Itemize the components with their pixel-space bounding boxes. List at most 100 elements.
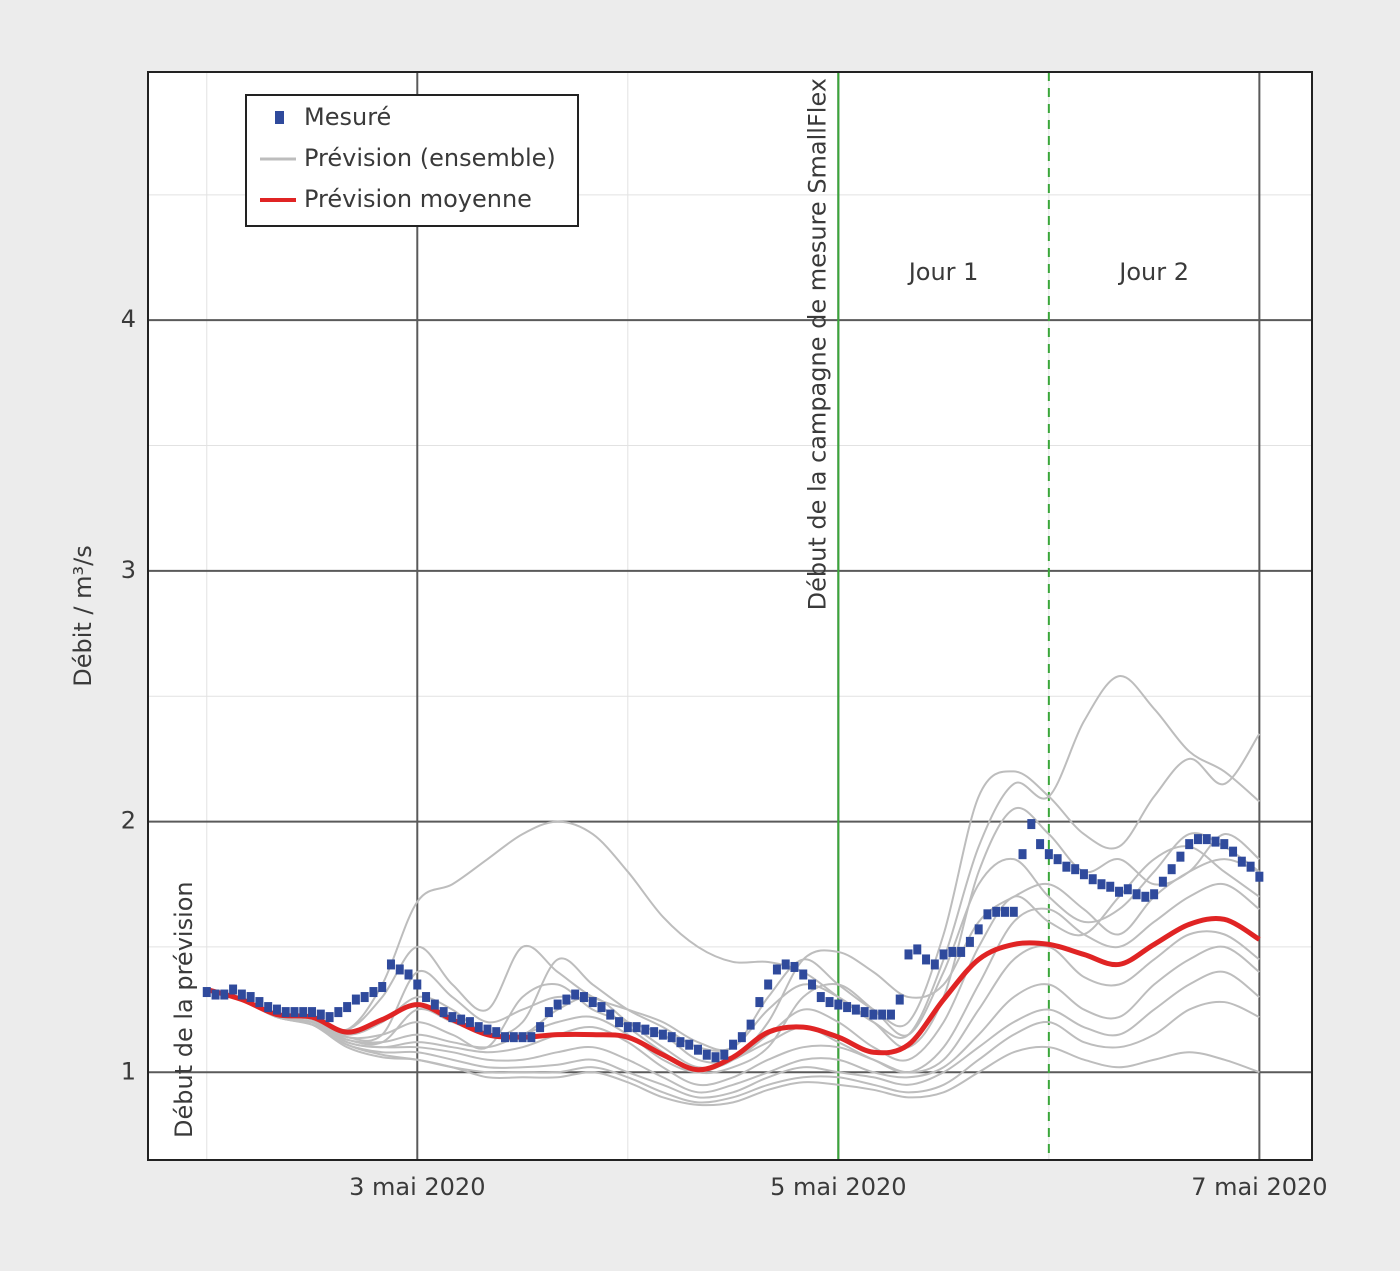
measured-point	[904, 949, 913, 960]
measured-point	[755, 997, 764, 1008]
legend-label: Mesuré	[304, 103, 391, 131]
measured-point	[597, 1002, 606, 1013]
measured-point	[992, 906, 1001, 917]
ensemble-line	[206, 832, 1260, 1075]
measured-point	[965, 936, 974, 947]
plot-area	[148, 72, 1312, 1160]
measured-point	[729, 1039, 738, 1050]
measured-point	[1237, 856, 1246, 867]
measured-point	[237, 989, 246, 1000]
measured-point	[272, 1004, 281, 1015]
x-tick-label: 7 mai 2020	[1191, 1173, 1327, 1201]
mean-line	[206, 915, 1261, 1073]
measured-point	[1158, 876, 1167, 887]
y-tick-label: 3	[121, 556, 136, 584]
measured-point	[606, 1009, 615, 1020]
measured-point	[886, 1009, 895, 1020]
measured-point	[422, 992, 431, 1003]
measured-point	[1185, 839, 1194, 850]
measured-point	[1220, 839, 1229, 850]
measured-point	[764, 979, 773, 990]
measured-point	[325, 1012, 334, 1023]
measured-point	[1053, 854, 1062, 865]
legend-label: Prévision moyenne	[304, 185, 532, 213]
measured-point	[790, 961, 799, 972]
ensemble-line	[206, 945, 1260, 1094]
x-tick-label: 5 mai 2020	[770, 1173, 906, 1201]
measured-point	[1167, 864, 1176, 875]
measured-point	[1246, 861, 1255, 872]
measured-point	[1071, 864, 1080, 875]
measured-point	[895, 994, 904, 1005]
measured-point	[1150, 889, 1159, 900]
plot-frame	[147, 71, 1313, 1161]
measured-point	[386, 959, 395, 970]
measured-point	[448, 1012, 457, 1023]
measured-point	[1079, 869, 1088, 880]
measured-point	[1097, 879, 1106, 890]
measured-point	[1018, 849, 1027, 860]
measured-point	[746, 1019, 755, 1030]
measured-point	[1088, 874, 1097, 885]
measured-point	[650, 1027, 659, 1038]
measured-point	[536, 1022, 545, 1033]
measured-point	[553, 999, 562, 1010]
measured-point	[623, 1022, 632, 1033]
day-label: Jour 1	[907, 258, 979, 286]
measured-point	[562, 994, 571, 1005]
measured-point	[1062, 861, 1071, 872]
ensemble-line	[206, 988, 1260, 1107]
forecast-start-label: Début de la prévision	[170, 881, 198, 1138]
day-label: Jour 2	[1117, 258, 1189, 286]
measured-point	[1123, 884, 1132, 895]
measured-point	[1044, 849, 1053, 860]
measured-point	[1193, 834, 1202, 845]
measured-point	[615, 1017, 624, 1028]
ensemble-line	[206, 988, 1260, 1104]
measured-point	[1036, 839, 1045, 850]
measured-point	[229, 984, 238, 995]
ensemble-line	[206, 970, 1260, 1099]
measured-point	[834, 999, 843, 1010]
measured-point	[290, 1007, 299, 1018]
measured-point	[334, 1007, 343, 1018]
measured-point	[343, 1002, 352, 1013]
measured-point	[492, 1027, 501, 1038]
measured-point	[974, 924, 983, 935]
measured-point	[693, 1044, 702, 1055]
measured-point	[281, 1007, 290, 1018]
ensemble-line	[206, 675, 1261, 1039]
measured-point	[1009, 906, 1018, 917]
measured-point	[851, 1004, 860, 1015]
measured-point	[1141, 891, 1150, 902]
measured-point	[255, 997, 264, 1008]
y-tick-label: 2	[121, 807, 136, 835]
y-axis-label: Débit / m³/s	[69, 545, 97, 687]
measured-point	[413, 979, 422, 990]
measured-point	[544, 1007, 553, 1018]
measured-point	[220, 989, 229, 1000]
legend: Mesuré Prévision (ensemble) Prévision moye…	[245, 94, 579, 227]
measured-point	[808, 979, 817, 990]
measured-point	[799, 969, 808, 980]
measured-point	[667, 1032, 676, 1043]
measured-point	[518, 1032, 527, 1043]
measured-point	[1115, 886, 1124, 897]
measured-point	[316, 1009, 325, 1020]
measured-point	[676, 1037, 685, 1048]
measured-point	[360, 992, 369, 1003]
measured-point	[772, 964, 781, 975]
measured-point	[737, 1032, 746, 1043]
measured-point	[922, 954, 931, 965]
measured-point	[571, 989, 580, 1000]
measured-point	[983, 909, 992, 920]
measured-point	[439, 1007, 448, 1018]
measured-point	[369, 987, 378, 998]
legend-label: Prévision (ensemble)	[304, 144, 556, 172]
measured-point	[860, 1007, 869, 1018]
measured-point	[948, 946, 957, 957]
measured-point	[816, 992, 825, 1003]
measured-point	[1211, 836, 1220, 847]
measured-point	[720, 1049, 729, 1060]
